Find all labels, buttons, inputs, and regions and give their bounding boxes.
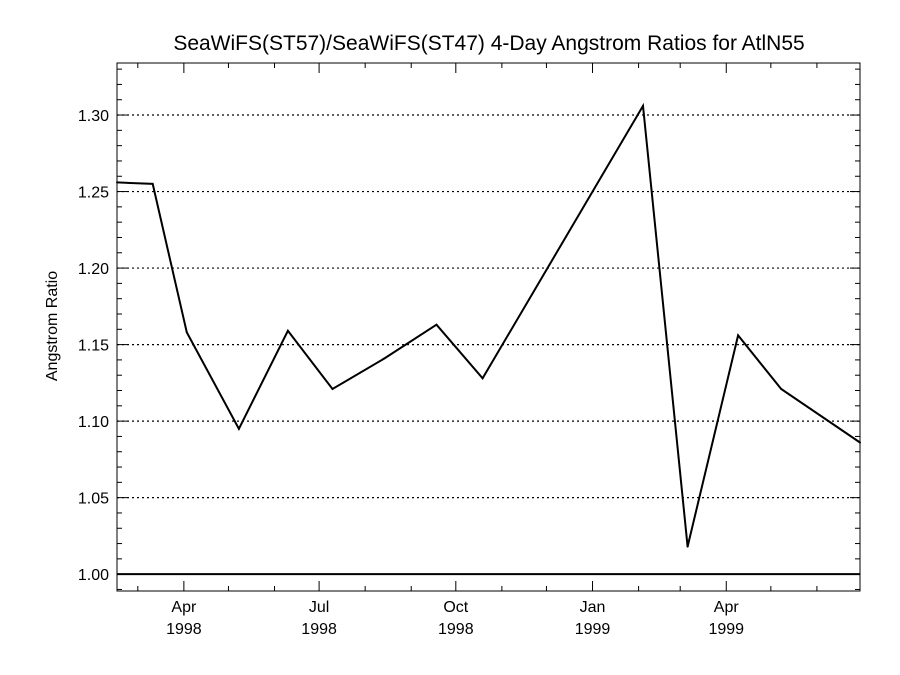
data-point (780, 387, 783, 390)
x-tick-label-month: Apr (171, 599, 197, 616)
x-tick-label-year: 1999 (575, 621, 611, 638)
y-tick-label: 1.15 (78, 338, 109, 355)
y-tick-label: 1.20 (78, 261, 109, 278)
y-tick-label: 1.30 (78, 108, 109, 125)
x-tick-label-month: Jan (580, 599, 606, 616)
data-point (481, 377, 484, 380)
axis-ticks (117, 63, 860, 591)
grid-lines (117, 114, 860, 499)
x-tick-label-year: 1999 (708, 621, 744, 638)
plot-frame (116, 62, 861, 592)
x-tick-label-year: 1998 (166, 621, 202, 638)
data-point (331, 387, 334, 390)
y-tick-label: 1.10 (78, 414, 109, 431)
x-tick-label-year: 1998 (301, 621, 337, 638)
x-tick-label-month: Apr (714, 599, 740, 616)
data-point (237, 427, 240, 430)
y-tick-labels: 1.00 1.05 1.10 1.15 1.20 1.25 1.30 (78, 108, 109, 584)
x-tick-label-month: Jul (309, 599, 329, 616)
data-point (185, 331, 188, 334)
data-point (737, 334, 740, 337)
data-point (435, 323, 438, 326)
x-tick-label-year: 1998 (438, 621, 474, 638)
data-point (642, 104, 645, 107)
data-point (383, 357, 386, 360)
data-point (286, 329, 289, 332)
series-layer (116, 102, 861, 548)
data-point (151, 182, 154, 185)
y-tick-label: 1.05 (78, 491, 109, 508)
x-tick-labels: Apr 1998 Jul 1998 Oct 1998 Jan 1999 Apr 1999 (166, 599, 744, 638)
y-tick-label: 1.25 (78, 185, 109, 202)
series-line (116, 102, 861, 547)
y-axis-label: Angstrom Ratio (44, 271, 61, 381)
y-tick-label: 1.00 (78, 567, 109, 584)
x-tick-label-month: Oct (443, 599, 468, 616)
data-point (686, 545, 689, 548)
chart-title: SeaWiFS(ST57)/SeaWiFS(ST47) 4-Day Angstr… (173, 32, 804, 55)
